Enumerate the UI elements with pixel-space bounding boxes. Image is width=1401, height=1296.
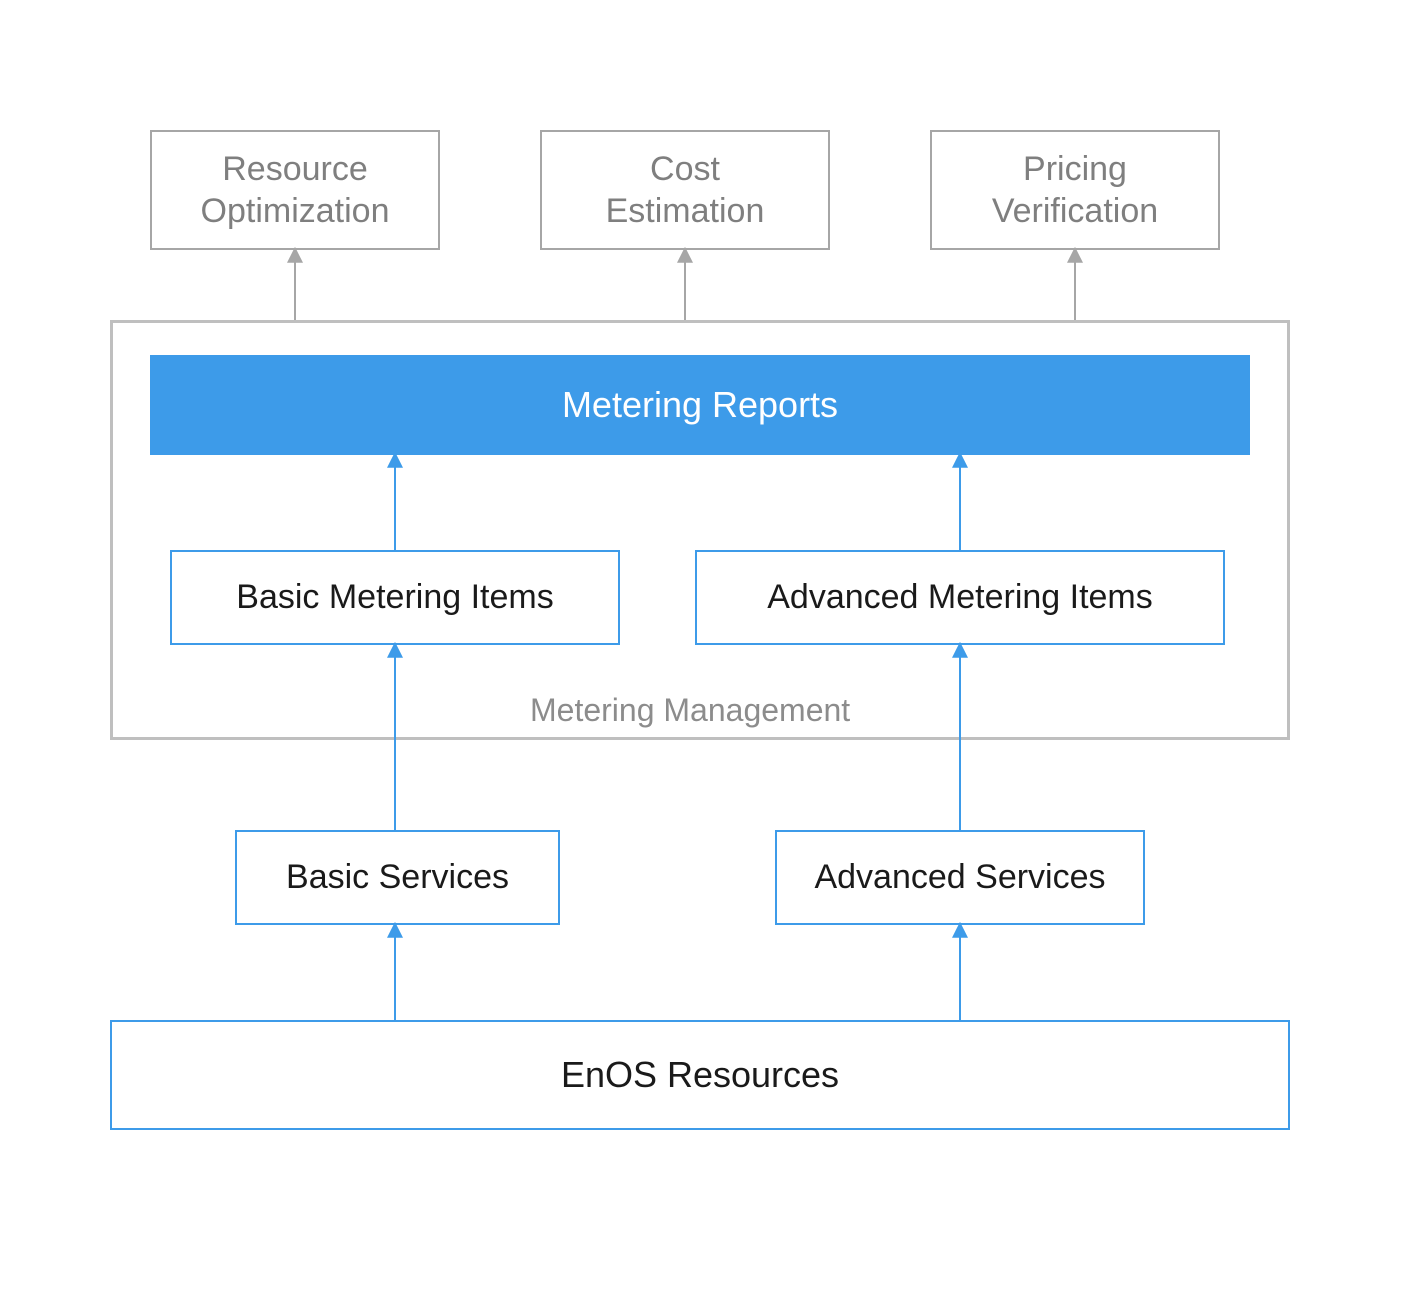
node-pricing-verification: Pricing Verification: [930, 130, 1220, 250]
node-metering-reports: Metering Reports: [150, 355, 1250, 455]
node-resource-optimization: Resource Optimization: [150, 130, 440, 250]
node-label: Pricing: [1023, 150, 1127, 188]
node-basic-services: Basic Services: [235, 830, 560, 925]
node-label: Advanced Metering Items: [767, 578, 1153, 617]
node-label: Verification: [992, 192, 1158, 230]
node-advanced-services: Advanced Services: [775, 830, 1145, 925]
node-label: Estimation: [606, 192, 765, 230]
node-advanced-metering-items: Advanced Metering Items: [695, 550, 1225, 645]
node-label: Resource: [222, 150, 368, 188]
metering-diagram: Resource Optimization Cost Estimation Pr…: [110, 130, 1290, 1180]
node-label: Advanced Services: [814, 858, 1105, 897]
node-label: Optimization: [201, 192, 390, 230]
node-basic-metering-items: Basic Metering Items: [170, 550, 620, 645]
node-label: EnOS Resources: [561, 1054, 839, 1096]
node-label: Cost: [650, 150, 720, 188]
node-cost-estimation: Cost Estimation: [540, 130, 830, 250]
node-label: Metering Reports: [562, 384, 838, 426]
node-enos-resources: EnOS Resources: [110, 1020, 1290, 1130]
node-label: Basic Services: [286, 858, 509, 897]
node-label: Basic Metering Items: [236, 578, 553, 617]
container-label-metering-management: Metering Management: [530, 692, 850, 729]
